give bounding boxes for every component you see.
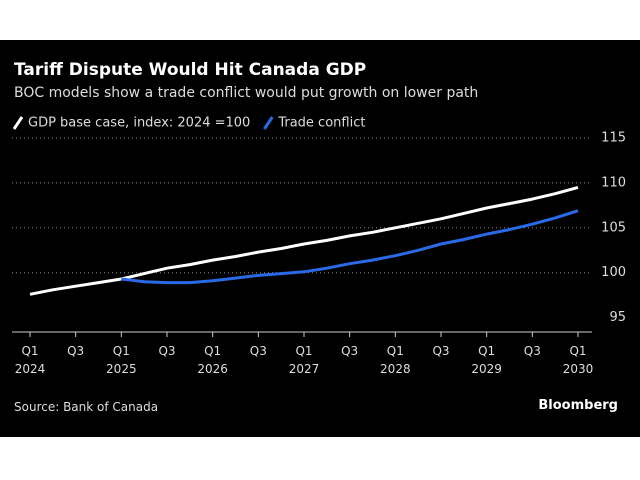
source: Source: Bank of Canada <box>14 400 159 414</box>
x-tick-label: Q3 <box>158 344 176 358</box>
y-tick-label: 95 <box>609 310 626 325</box>
y-tick-label: 105 <box>601 220 626 235</box>
x-tick-label: Q1 2028 <box>380 344 411 376</box>
legend-label: GDP base case, index: 2024 =100 <box>28 116 250 131</box>
legend-swatch <box>263 116 274 130</box>
x-tick-label: Q1 2027 <box>288 344 320 376</box>
chart-title: Tariff Dispute Would Hit Canada GDP <box>14 60 367 80</box>
y-tick-label: 100 <box>601 265 626 280</box>
x-tick-label: Q3 <box>432 344 450 358</box>
brand: Bloomberg <box>538 398 618 413</box>
chart-panel <box>0 40 640 437</box>
series-line <box>29 185 579 296</box>
x-tick-label: Q1 2029 <box>471 344 502 376</box>
x-tick-label: Q1 2025 <box>106 344 137 376</box>
x-tick-label: Q1 2024 <box>14 344 46 376</box>
x-tick-label: Q1 2030 <box>562 344 594 376</box>
x-tick-label: Q3 <box>249 344 267 358</box>
y-tick-label: 110 <box>601 175 626 190</box>
x-tick-label: Q3 <box>67 344 85 358</box>
series-line <box>121 209 579 285</box>
legend-swatch <box>12 116 24 130</box>
y-tick-label: 115 <box>601 130 626 145</box>
x-tick-label: Q3 <box>341 344 359 358</box>
x-tick-label: Q3 <box>523 344 541 358</box>
chart-subtitle: BOC models show a trade conflict would p… <box>14 85 479 101</box>
legend-label: Trade conflict <box>277 116 365 131</box>
x-tick-label: Q1 2026 <box>197 344 228 376</box>
